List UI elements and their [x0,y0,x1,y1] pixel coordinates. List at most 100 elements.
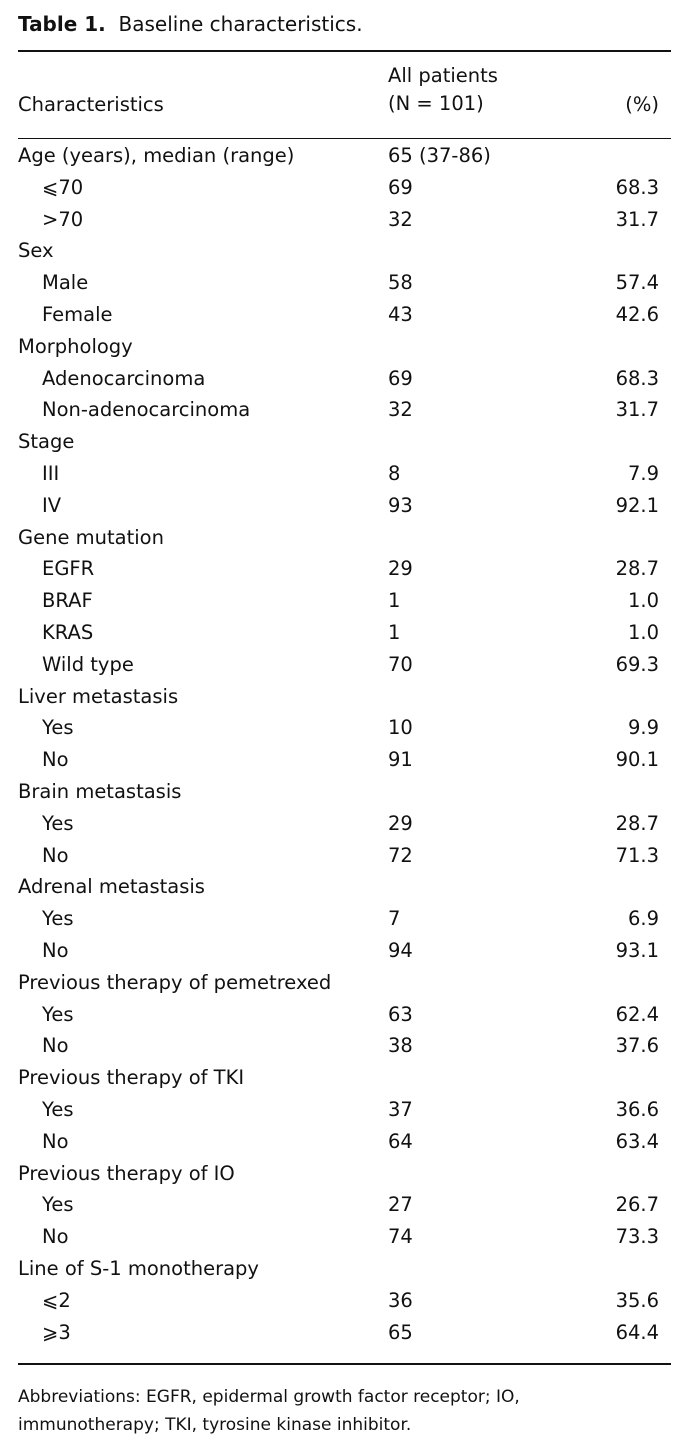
row-count: 70 [388,652,413,676]
table-row: Adrenal metastasis [0,871,688,903]
row-percent: 68.3 [615,366,659,390]
row-percent: 31.7 [615,207,659,231]
row-percent: 36.6 [615,1098,659,1121]
table-row: EGFR 29 28.7 [0,553,688,585]
row-label: No [42,843,69,867]
row-label: Yes [42,1098,74,1121]
row-label: Brain metastasis [18,780,182,803]
row-count: 32 [388,398,413,422]
row-count: 91 [388,748,413,772]
table-row: Morphology [0,331,688,363]
row-label: Sex [18,239,54,263]
row-label: Gene mutation [18,525,164,549]
table-label: Table 1. [18,12,106,36]
row-percent: 7.9 [627,462,659,485]
row-percent: 90.1 [615,748,659,772]
row-count: 10 [388,716,413,740]
row-percent: 62.4 [615,1002,659,1026]
row-count: 93 [388,493,413,517]
row-label: Yes [42,811,74,835]
row-percent: 37.6 [615,1034,659,1058]
table-row: Sex [0,235,688,267]
row-count: 27 [388,1193,413,1217]
table-row: ⩾3 65 64.4 [0,1317,688,1349]
row-label: Line of S-1 monotherapy [18,1257,259,1280]
table-row: ⩽2 36 35.6 [0,1285,688,1317]
row-label: Yes [42,1193,74,1217]
row-count: 65 (37-86) [388,144,491,167]
row-label: Yes [42,716,74,740]
row-count: 36 [388,1288,413,1312]
row-label: Age (years), median (range) [18,144,295,167]
table-row: BRAF 1 1.0 [0,585,688,617]
row-count: 29 [388,557,413,581]
row-percent: 31.7 [615,398,659,422]
row-label: Yes [42,1002,74,1026]
table-row: Gene mutation [0,522,688,554]
row-label: No [42,1129,69,1153]
row-percent: 26.7 [615,1193,659,1217]
table-row: Stage [0,426,688,458]
row-count: 58 [388,271,413,295]
table-row: No 91 90.1 [0,744,688,776]
table-row: No 72 71.3 [0,840,688,872]
row-percent: 71.3 [615,843,659,867]
bottom-rule [18,1363,671,1365]
top-rule [18,50,671,52]
row-label: KRAS [42,621,94,644]
row-count: 7 [388,907,401,931]
table-footnote: Abbreviations: EGFR, epidermal growth fa… [18,1387,520,1435]
row-label: Yes [42,907,74,931]
row-label: Non-adenocarcinoma [42,398,251,422]
row-label: >70 [42,207,84,231]
row-count: 63 [388,1002,413,1026]
table-row: Yes 7 6.9 [0,903,688,935]
row-label: Previous therapy of IO [18,1161,235,1185]
table-row: Yes 27 26.7 [0,1189,688,1221]
table-row: KRAS 1 1.0 [0,617,688,649]
row-count: 1 [388,621,401,644]
table-caption: Table 1. Baseline characteristics. [18,12,363,36]
row-label: Previous therapy of TKI [18,1066,245,1090]
row-label: Wild type [42,652,134,676]
table-row: Yes 29 28.7 [0,808,688,840]
row-count: 74 [388,1225,413,1249]
row-label: III [42,462,60,485]
row-percent: 1.0 [627,589,659,613]
table-row: Yes 37 36.6 [0,1094,688,1126]
row-percent: 93.1 [615,939,659,962]
row-percent: 42.6 [615,303,659,326]
table-row: Liver metastasis [0,681,688,713]
row-label: No [42,1225,69,1249]
row-percent: 57.4 [615,271,659,295]
row-label: IV [42,493,62,517]
header-rule [18,138,671,139]
row-percent: 64.4 [615,1320,659,1344]
row-count: 29 [388,811,413,835]
table-row: Male 58 57.4 [0,267,688,299]
row-count: 32 [388,207,413,231]
table-row: No 94 93.1 [0,935,688,967]
table-row: Brain metastasis [0,776,688,808]
table-row: Wild type 70 69.3 [0,649,688,681]
table-row: >70 32 31.7 [0,204,688,236]
row-label: No [42,1034,69,1058]
row-count: 69 [388,175,413,199]
row-percent: 92.1 [615,493,659,517]
table-title: Baseline characteristics. [118,12,363,36]
row-percent: 69.3 [615,652,659,676]
table-row: III 8 7.9 [0,458,688,490]
table-row: ⩽70 69 68.3 [0,172,688,204]
row-label: BRAF [42,589,93,613]
row-percent: 73.3 [615,1225,659,1249]
row-count: 69 [388,366,413,390]
table-row: Female 43 42.6 [0,299,688,331]
table-row: Previous therapy of TKI [0,1062,688,1094]
row-percent: 6.9 [627,907,659,931]
table-row: No 64 63.4 [0,1126,688,1158]
row-count: 65 [388,1320,413,1344]
header-n-count: (N = 101) [388,92,484,115]
row-percent: 1.0 [627,621,659,644]
row-count: 64 [388,1129,413,1153]
header-percent: (%) [625,93,659,116]
